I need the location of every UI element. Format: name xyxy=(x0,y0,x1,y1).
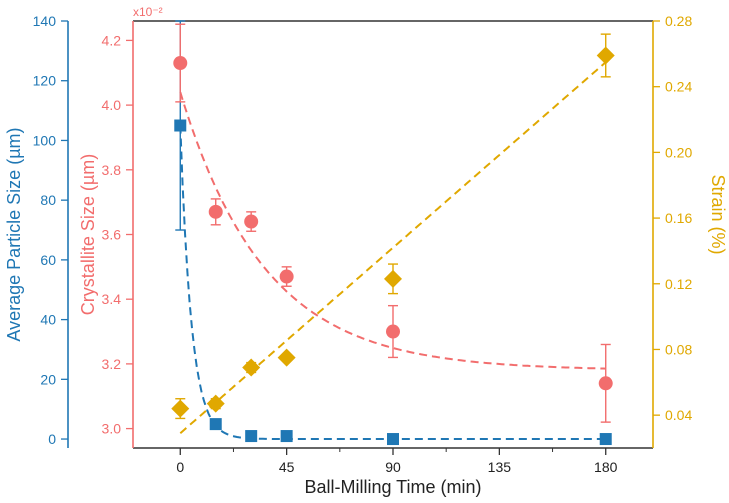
right-tick-label: 0.24 xyxy=(665,79,692,95)
crystallite-size-point xyxy=(244,214,259,229)
strain-point xyxy=(206,394,225,413)
crystallite-size-point xyxy=(386,324,400,339)
middle-axis-multiplier: x10⁻² xyxy=(133,5,163,19)
middle-tick-label: 4.0 xyxy=(102,97,122,113)
crystallite-size-point xyxy=(208,204,223,219)
crystallite-size-point xyxy=(598,376,613,391)
left-tick-label: 100 xyxy=(33,132,57,148)
strain-point xyxy=(277,348,296,367)
right-tick-label: 0.04 xyxy=(665,407,692,423)
right-y-axis-label: Strain (%) xyxy=(708,174,728,254)
middle-y-axis-label: Crystallite Size (µm) xyxy=(78,154,98,315)
left-tick-label: 40 xyxy=(40,312,56,328)
particle-size-point xyxy=(245,430,258,443)
strain-point xyxy=(596,46,615,65)
middle-tick-label: 3.4 xyxy=(102,291,122,307)
axes: Ball-Milling Time (min) Average Particle… xyxy=(4,5,728,497)
particle-size-point xyxy=(280,430,293,443)
left-y-axis-label: Average Particle Size (µm) xyxy=(4,127,24,341)
x-tick-label: 180 xyxy=(594,459,618,475)
x-tick-label: 0 xyxy=(176,459,184,475)
right-fit-line xyxy=(179,61,607,434)
particle-size-point xyxy=(599,433,612,446)
data-marks xyxy=(171,20,615,446)
right-tick-label: 0.08 xyxy=(665,341,692,357)
left-tick-label: 80 xyxy=(40,192,56,208)
middle-tick-label: 3.6 xyxy=(102,227,122,243)
strain-point xyxy=(171,399,190,418)
x-tick-label: 135 xyxy=(488,459,512,475)
middle-tick-label: 3.0 xyxy=(102,421,122,437)
left-tick-label: 20 xyxy=(40,371,56,387)
x-tick-label: 90 xyxy=(385,459,401,475)
right-tick-label: 0.12 xyxy=(665,276,692,292)
left-tick-label: 0 xyxy=(48,431,56,447)
crystallite-size-point xyxy=(279,269,294,284)
middle-fit-line xyxy=(179,91,606,370)
left-tick-label: 120 xyxy=(33,73,57,89)
particle-size-point xyxy=(387,433,399,446)
x-tick-label: 45 xyxy=(279,459,295,475)
right-tick-label: 0.20 xyxy=(665,144,692,160)
right-tick-label: 0.16 xyxy=(665,210,692,226)
right-tick-label: 0.28 xyxy=(665,13,692,29)
plot-area xyxy=(133,20,653,449)
particle-size-point xyxy=(174,119,187,132)
middle-tick-label: 3.2 xyxy=(102,356,122,372)
left-tick-label: 140 xyxy=(33,13,57,29)
middle-tick-label: 4.2 xyxy=(102,32,122,48)
middle-tick-label: 3.8 xyxy=(102,162,122,178)
strain-point xyxy=(242,358,261,377)
x-axis-label: Ball-Milling Time (min) xyxy=(304,477,481,497)
strain-point xyxy=(384,269,402,288)
particle-size-point xyxy=(209,418,222,431)
left-tick-label: 60 xyxy=(40,252,56,268)
crystallite-size-point xyxy=(173,56,188,71)
